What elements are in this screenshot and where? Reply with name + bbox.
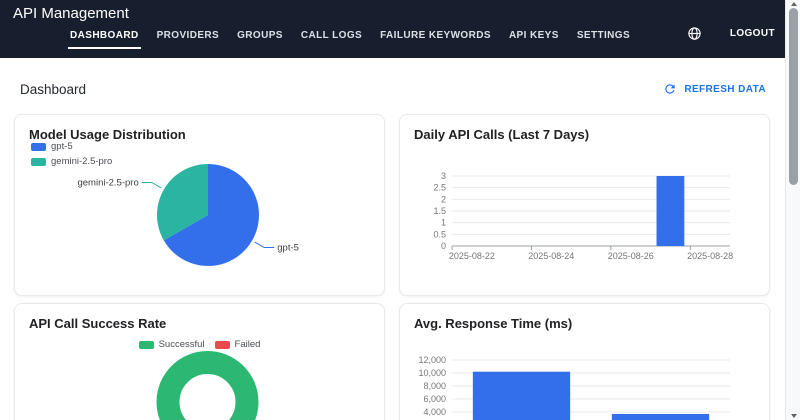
globe-icon[interactable] — [686, 25, 704, 43]
chart-legend: Successful Failed — [15, 339, 384, 350]
svg-text:2025-08-26: 2025-08-26 — [608, 251, 654, 261]
svg-text:6,000: 6,000 — [423, 394, 446, 404]
legend-label: gpt-5 — [51, 141, 73, 152]
svg-text:8,000: 8,000 — [423, 381, 446, 391]
logout-button[interactable]: LOGOUT — [729, 28, 775, 39]
svg-text:1: 1 — [441, 218, 446, 228]
tab-providers[interactable]: PROVIDERS — [156, 30, 220, 41]
legend-label: Failed — [234, 339, 261, 350]
app-header: API Management DASHBOARD PROVIDERS GROUP… — [0, 0, 785, 58]
legend-label: Successful — [158, 339, 205, 350]
refresh-data-button[interactable]: REFRESH DATA — [661, 80, 768, 98]
tab-groups[interactable]: GROUPS — [237, 30, 283, 41]
header-actions: LOGOUT — [686, 24, 777, 43]
scrollbar-up-button[interactable] — [786, 0, 800, 8]
card-title: API Call Success Rate — [29, 316, 167, 331]
arrow-down-icon — [790, 414, 797, 418]
legend-swatch — [214, 340, 230, 349]
card-avg-response-time: Avg. Response Time (ms) 02,0004,0006,000… — [399, 303, 770, 420]
scrollbar-thumb[interactable] — [789, 8, 798, 185]
svg-text:0.5: 0.5 — [433, 229, 446, 239]
card-success-rate: API Call Success Rate Successful Failed — [14, 303, 385, 420]
scrollbar[interactable] — [785, 0, 800, 420]
card-model-usage: Model Usage Distribution gpt-5 gemini-2.5… — [14, 114, 385, 296]
legend-swatch — [31, 157, 46, 166]
svg-text:gemini-2.5-pro: gemini-2.5-pro — [77, 177, 138, 188]
tab-failure-keywords[interactable]: FAILURE KEYWORDS — [380, 30, 491, 41]
card-daily-api-calls: Daily API Calls (Last 7 Days) 0 0.5 1 1.5 2 2… — [399, 114, 770, 296]
svg-text:1.5: 1.5 — [433, 206, 446, 216]
scrollbar-down-button[interactable] — [786, 412, 800, 420]
tab-api-keys[interactable]: API KEYS — [508, 30, 559, 41]
svg-text:4,000: 4,000 — [423, 407, 446, 417]
svg-text:2: 2 — [441, 194, 446, 204]
main-content: Dashboard REFRESH DATA Model Usage Distr… — [0, 58, 785, 420]
tab-settings[interactable]: SETTINGS — [576, 30, 631, 41]
card-title: Daily API Calls (Last 7 Days) — [414, 127, 590, 142]
legend-item[interactable]: gemini-2.5-pro — [31, 156, 112, 167]
dashboard-cards: Model Usage Distribution gpt-5 gemini-2.5… — [14, 114, 770, 420]
svg-text:10,000: 10,000 — [418, 368, 446, 378]
refresh-icon — [665, 84, 676, 94]
success-rate-donut-chart — [156, 351, 259, 420]
chart-legend: gpt-5 gemini-2.5-pro — [31, 141, 112, 167]
tab-call-logs[interactable]: CALL LOGS — [300, 30, 363, 41]
card-title: Avg. Response Time (ms) — [414, 316, 573, 331]
svg-text:3: 3 — [441, 171, 446, 181]
page-title: Dashboard — [20, 81, 87, 97]
arrow-up-icon — [790, 2, 797, 6]
app-title: API Management — [13, 5, 129, 22]
legend-label: gemini-2.5-pro — [51, 156, 113, 167]
svg-text:12,000: 12,000 — [418, 355, 446, 365]
svg-text:2025-08-24: 2025-08-24 — [528, 251, 574, 261]
svg-text:2025-08-28: 2025-08-28 — [687, 251, 733, 261]
daily-api-calls-bar-chart: 0 0.51 1.5 22.5 3 2025-08-22 2025-08-24 2025-08… — [433, 171, 733, 261]
tab-dashboard[interactable]: DASHBOARD — [68, 27, 141, 49]
svg-text:0: 0 — [441, 241, 446, 251]
main-nav: DASHBOARD PROVIDERS GROUPS CALL LOGS FAI… — [68, 27, 632, 49]
legend-item[interactable]: gpt-5 — [31, 141, 112, 152]
model-usage-pie-chart: gpt-5 gemini-2.5-pro — [77, 164, 299, 266]
svg-text:2025-08-22: 2025-08-22 — [449, 251, 495, 261]
legend-item[interactable]: Failed — [214, 339, 261, 350]
svg-text:2.5: 2.5 — [433, 183, 446, 193]
card-title: Model Usage Distribution — [29, 127, 186, 142]
legend-swatch — [31, 142, 46, 151]
svg-text:gpt-5: gpt-5 — [277, 243, 299, 254]
legend-item[interactable]: Successful — [138, 339, 205, 350]
refresh-label: REFRESH DATA — [684, 83, 766, 95]
legend-swatch — [138, 340, 154, 349]
page-head: Dashboard REFRESH DATA — [0, 58, 785, 98]
